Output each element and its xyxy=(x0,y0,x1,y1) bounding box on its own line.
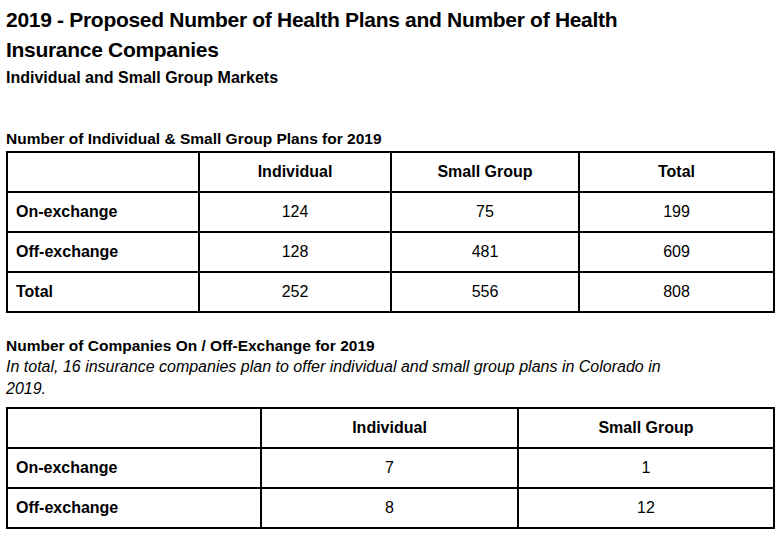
plans-row-label-off-exchange: Off-exchange xyxy=(7,232,199,272)
companies-off-exchange-individual: 8 xyxy=(261,488,518,528)
plans-off-exchange-total: 609 xyxy=(579,232,774,272)
companies-note: In total, 16 insurance companies plan to… xyxy=(6,356,773,400)
plans-on-exchange-total: 199 xyxy=(579,192,774,232)
page-subtitle: Individual and Small Group Markets xyxy=(6,68,773,88)
companies-row-label-off-exchange: Off-exchange xyxy=(7,488,261,528)
plans-on-exchange-small-group: 75 xyxy=(391,192,579,232)
plans-table-col-small-group: Small Group xyxy=(391,152,579,192)
companies-on-exchange-small-group: 1 xyxy=(518,448,774,488)
companies-table-corner-cell xyxy=(7,408,261,448)
plans-table-col-individual: Individual xyxy=(199,152,391,192)
companies-row-label-on-exchange: On-exchange xyxy=(7,448,261,488)
page-title: 2019 - Proposed Number of Health Plans a… xyxy=(6,5,773,65)
companies-table-col-small-group: Small Group xyxy=(518,408,774,448)
companies-table-caption: Number of Companies On / Off-Exchange fo… xyxy=(6,336,773,355)
table-row: On-exchange 124 75 199 xyxy=(7,192,774,232)
plans-off-exchange-individual: 128 xyxy=(199,232,391,272)
table-row: Off-exchange 128 481 609 xyxy=(7,232,774,272)
plans-on-exchange-individual: 124 xyxy=(199,192,391,232)
plans-total-total: 808 xyxy=(579,272,774,312)
companies-table-header-row: Individual Small Group xyxy=(7,408,774,448)
companies-off-exchange-small-group: 12 xyxy=(518,488,774,528)
table-row: Total 252 556 808 xyxy=(7,272,774,312)
plans-table-corner-cell xyxy=(7,152,199,192)
table-row: Off-exchange 8 12 xyxy=(7,488,774,528)
plans-off-exchange-small-group: 481 xyxy=(391,232,579,272)
companies-table-col-individual: Individual xyxy=(261,408,518,448)
plans-total-individual: 252 xyxy=(199,272,391,312)
companies-note-line-1: In total, 16 insurance companies plan to… xyxy=(6,356,773,378)
plans-table: Individual Small Group Total On-exchange… xyxy=(6,151,775,313)
companies-note-line-2: 2019. xyxy=(6,378,773,400)
companies-on-exchange-individual: 7 xyxy=(261,448,518,488)
companies-table: Individual Small Group On-exchange 7 1 O… xyxy=(6,407,775,529)
plans-table-caption: Number of Individual & Small Group Plans… xyxy=(6,129,773,148)
page-title-line-2: Insurance Companies xyxy=(6,35,773,65)
plans-row-label-total: Total xyxy=(7,272,199,312)
table-row: On-exchange 7 1 xyxy=(7,448,774,488)
document-page: 2019 - Proposed Number of Health Plans a… xyxy=(0,0,779,529)
plans-table-header-row: Individual Small Group Total xyxy=(7,152,774,192)
page-title-line-1: 2019 - Proposed Number of Health Plans a… xyxy=(6,5,773,35)
plans-row-label-on-exchange: On-exchange xyxy=(7,192,199,232)
plans-table-col-total: Total xyxy=(579,152,774,192)
plans-total-small-group: 556 xyxy=(391,272,579,312)
